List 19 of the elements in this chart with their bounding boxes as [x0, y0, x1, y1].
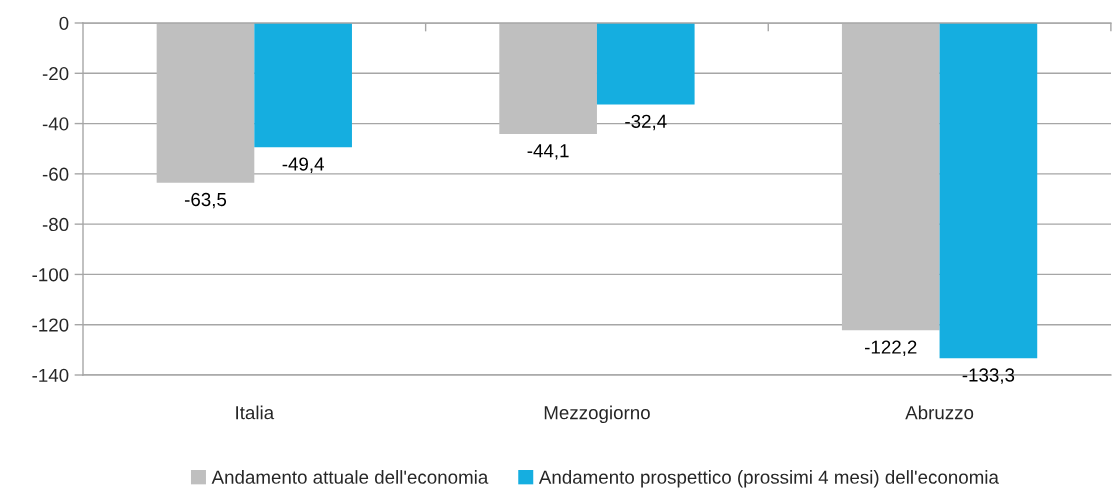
y-tick-label: -100: [32, 268, 69, 282]
y-tick-label: -60: [42, 167, 69, 181]
x-tick-label: Italia: [236, 405, 275, 420]
y-tick-label: -80: [42, 217, 69, 232]
legend-label: Andamento attuale dell'economia: [211, 470, 489, 484]
x-tick-label: Mezzogiorno: [544, 405, 650, 424]
data-label: -63,5: [184, 192, 227, 209]
x-tick-label: Abruzzo: [905, 405, 974, 420]
data-label: -44,1: [527, 144, 569, 160]
legend-label: Andamento prospettico (prossimi 4 mesi) dell'economia: [538, 470, 999, 488]
data-label: -32,4: [625, 114, 667, 131]
data-label: -133,3: [962, 368, 1015, 384]
y-tick-label: -20: [42, 66, 69, 81]
data-label: -122,2: [865, 340, 917, 356]
y-tick-label: 0: [59, 16, 69, 30]
y-tick-label: -120: [32, 318, 69, 332]
data-label: -49,4: [282, 157, 324, 173]
y-tick-label: -40: [42, 117, 69, 131]
y-tick-label: -140: [32, 368, 69, 382]
